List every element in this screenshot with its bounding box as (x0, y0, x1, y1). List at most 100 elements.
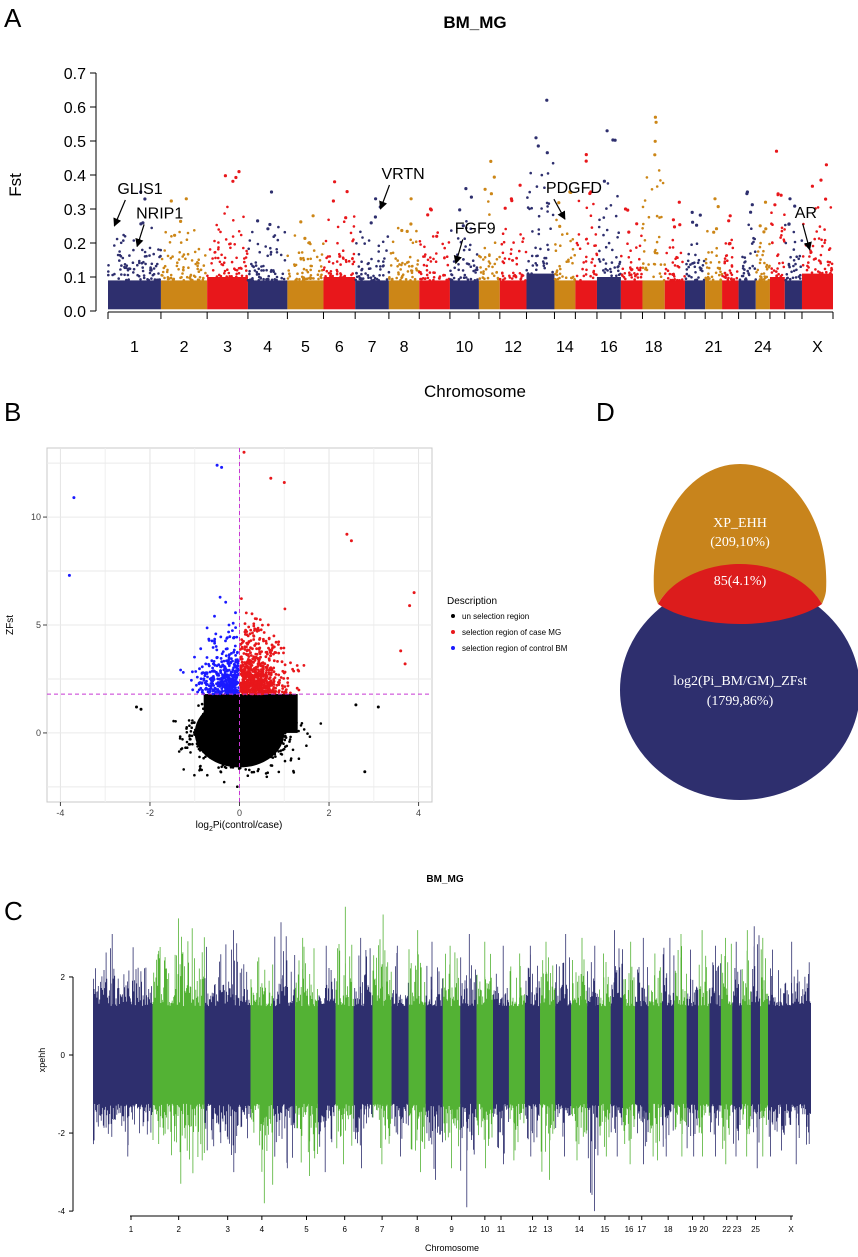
snp-point (122, 239, 125, 242)
snp-point (756, 268, 760, 272)
annotation-arrow (135, 224, 145, 248)
snp-point (663, 272, 667, 275)
snp-point (671, 279, 675, 282)
snp-point (605, 228, 609, 232)
x-tick-label: 22 (722, 1225, 731, 1234)
snp-point (582, 274, 586, 278)
snp-point (794, 276, 798, 279)
point-black (204, 734, 208, 737)
snp-point (396, 226, 400, 230)
snp-point (647, 215, 651, 219)
snp-point (534, 246, 537, 250)
snp-point (829, 272, 832, 275)
snp-point (382, 260, 385, 263)
snp-point (474, 268, 478, 272)
point-black (200, 719, 204, 722)
snp-point (511, 259, 514, 262)
snp-point (636, 266, 639, 270)
snp-point (820, 238, 823, 242)
snp-point (379, 265, 382, 268)
snp-outlier (653, 139, 657, 143)
snp-point (463, 237, 467, 240)
snp-point (816, 206, 820, 209)
chrom-15-band (460, 934, 477, 1208)
x-tick-label: 10 (456, 339, 474, 356)
point-black (250, 770, 254, 774)
snp-point (575, 274, 579, 278)
snp-point (679, 251, 683, 255)
chrom-3-points (206, 170, 249, 310)
snp-outlier (303, 236, 307, 240)
snp-outlier (819, 178, 823, 182)
snp-point (681, 260, 684, 264)
point-red (267, 683, 270, 687)
point-black (217, 766, 220, 769)
x-tick-label: 19 (688, 1225, 697, 1234)
snp-outlier (824, 163, 829, 167)
point-red (253, 681, 257, 685)
snp-point (175, 264, 179, 268)
x-tick-label: 2 (176, 1225, 181, 1234)
snp-point (659, 275, 663, 279)
snp-point (125, 278, 128, 282)
snp-point (814, 207, 817, 210)
point-black (202, 733, 205, 736)
snp-point (559, 244, 562, 247)
snp-point (189, 273, 193, 277)
snp-point (471, 259, 475, 263)
chrom-5-points (286, 214, 325, 310)
point-black (235, 750, 239, 754)
snp-outlier (787, 222, 791, 226)
chrom-dense-band (738, 280, 756, 310)
snp-point (282, 277, 286, 281)
chrom-24-band (599, 953, 611, 1157)
snp-point (462, 248, 466, 252)
snp-point (302, 258, 306, 262)
snp-point (251, 230, 254, 234)
point-blue (234, 626, 238, 629)
point-black (229, 766, 233, 769)
snp-point (659, 263, 663, 266)
point-black (242, 735, 246, 739)
point-blue (223, 676, 227, 680)
snp-point (433, 271, 436, 275)
snp-point (453, 266, 457, 270)
snp-point (319, 275, 323, 279)
point-black (233, 723, 237, 726)
snp-point (702, 259, 706, 263)
snp-point (407, 265, 411, 268)
snp-point (719, 278, 722, 282)
chrom-26-band (622, 941, 636, 1165)
snp-point (260, 269, 263, 272)
point-black (235, 708, 239, 711)
snp-point (554, 249, 558, 252)
x-tick-label: 6 (335, 339, 344, 356)
snp-point (526, 272, 530, 275)
snp-point (760, 272, 763, 276)
snp-point (366, 274, 370, 277)
point-black (235, 746, 238, 750)
snp-point (488, 213, 491, 216)
point-red (249, 628, 253, 632)
snp-point (223, 256, 227, 260)
snp-point (240, 267, 243, 270)
point-black (264, 757, 267, 760)
snp-point (127, 278, 130, 281)
snp-point (423, 245, 426, 249)
snp-point (624, 277, 627, 281)
snp-point (344, 258, 348, 262)
snp-point (410, 265, 414, 268)
x-tick-label: 15 (600, 1225, 609, 1234)
point-blue (204, 662, 208, 666)
point-black (243, 754, 246, 757)
point-red (267, 657, 271, 661)
snp-point (542, 262, 546, 265)
point-black (262, 729, 266, 732)
snp-outlier (536, 144, 540, 148)
point-red (267, 680, 271, 684)
point-blue (212, 678, 216, 681)
point-blue (234, 664, 238, 668)
point-black (261, 733, 264, 737)
point-black (236, 725, 240, 728)
x-tick-label: 14 (575, 1225, 584, 1234)
